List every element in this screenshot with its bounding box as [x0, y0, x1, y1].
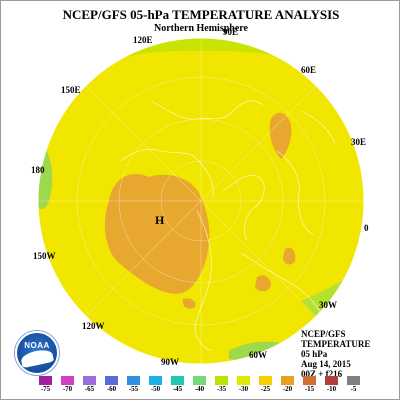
- info-date: Aug 14, 2015: [301, 359, 351, 369]
- lon-label-120e: 120E: [133, 35, 153, 45]
- warm-patch-southeast: [255, 275, 271, 292]
- color-scale: [39, 376, 369, 385]
- noaa-logo: NOAA: [15, 331, 59, 375]
- lon-label-180: 180: [31, 165, 45, 175]
- color-scale-tick-label: -60: [106, 385, 117, 393]
- color-scale-tick-label: -65: [84, 385, 95, 393]
- warm-patch-northeast: [269, 112, 292, 159]
- noaa-logo-text: NOAA: [24, 341, 50, 350]
- warm-patch-east: [283, 247, 296, 265]
- color-scale-swatch: [237, 376, 250, 385]
- color-scale-tick-label: -30: [238, 385, 249, 393]
- color-scale-labels: -75 -70 -65 -60 -55 -50 -45 -40 -35 -30 -25 -20 -15 -…: [1, 385, 400, 397]
- coastlines: [120, 100, 336, 352]
- lon-label-120w: 120W: [82, 321, 105, 331]
- info-forecast-hour: 00Z + f216: [301, 369, 343, 379]
- map-boundary: [37, 37, 365, 365]
- lon-label-60w: 60W: [249, 350, 267, 360]
- color-scale-tick-label: -35: [216, 385, 227, 393]
- high-pressure-marker: H: [155, 213, 165, 227]
- lon-label-0: 0: [364, 223, 369, 233]
- color-scale-swatch: [259, 376, 272, 385]
- color-scale-swatch: [149, 376, 162, 385]
- lon-label-30e: 30E: [351, 137, 367, 147]
- color-scale-swatch: [215, 376, 228, 385]
- warm-patch-south: [182, 298, 196, 309]
- color-scale-swatch: [281, 376, 294, 385]
- lon-label-30w: 30W: [319, 300, 337, 310]
- warm-region-high: [104, 174, 210, 294]
- color-scale-swatch: [105, 376, 118, 385]
- lon-label-90e: 90E: [223, 27, 239, 37]
- color-scale-tick-label: -75: [40, 385, 51, 393]
- lon-label-150e: 150E: [61, 85, 81, 95]
- color-scale-tick-label: -5: [350, 385, 357, 393]
- color-scale-tick-label: -50: [150, 385, 161, 393]
- info-level: 05 hPa: [301, 349, 328, 359]
- color-scale-swatch: [127, 376, 140, 385]
- color-scale-tick-label: -45: [172, 385, 183, 393]
- color-scale-swatch: [39, 376, 52, 385]
- color-scale-swatch: [303, 376, 316, 385]
- color-scale-swatch: [61, 376, 74, 385]
- lon-label-60e: 60E: [301, 65, 317, 75]
- seagull-icon: [19, 347, 55, 369]
- info-variable: TEMPERATURE: [301, 339, 371, 349]
- lon-label-90w: 90W: [161, 357, 179, 367]
- color-scale-swatch: [347, 376, 360, 385]
- color-scale-tick-label: -40: [194, 385, 205, 393]
- lon-label-150w: 150W: [33, 251, 56, 261]
- color-scale-tick-label: -15: [304, 385, 315, 393]
- color-scale-tick-label: -70: [62, 385, 73, 393]
- graticule: [38, 38, 364, 364]
- info-model: NCEP/GFS: [301, 329, 346, 339]
- color-scale-swatch: [325, 376, 338, 385]
- color-scale-tick-label: -55: [128, 385, 139, 393]
- color-scale-tick-label: -10: [326, 385, 337, 393]
- color-scale-swatch: [171, 376, 184, 385]
- color-scale-tick-label: -25: [260, 385, 271, 393]
- map-subtitle: Northern Hemisphere: [154, 23, 248, 34]
- color-scale-swatch: [193, 376, 206, 385]
- map-title: NCEP/GFS 05-hPa TEMPERATURE ANALYSIS: [62, 7, 340, 22]
- run-info: NCEP/GFS TEMPERATURE 05 hPa Aug 14, 2015…: [301, 329, 370, 379]
- color-scale-tick-label: -20: [282, 385, 293, 393]
- color-scale-swatch: [83, 376, 96, 385]
